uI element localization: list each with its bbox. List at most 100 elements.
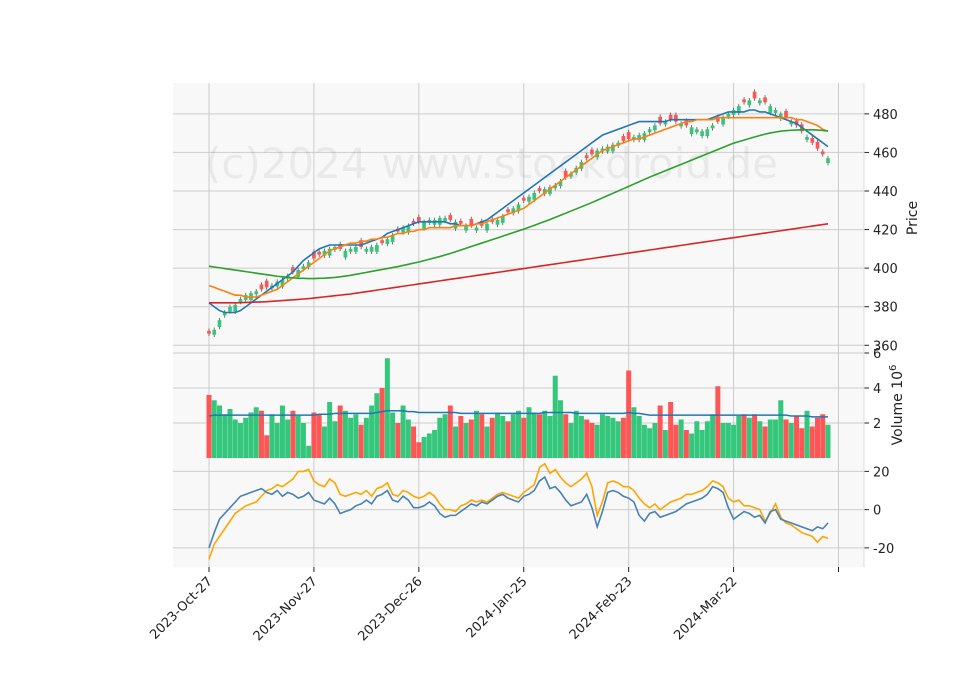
candle-body <box>411 220 416 224</box>
candle-body <box>264 280 269 288</box>
candle-body <box>474 227 479 231</box>
candle-body <box>327 248 332 256</box>
volume-bar <box>673 424 679 458</box>
volume-bar <box>253 407 259 458</box>
volume-bar <box>500 416 506 458</box>
candle-body <box>301 266 306 270</box>
volume-bar <box>353 414 359 458</box>
watermark: (c)2024 www.stockdroid.de <box>205 139 778 188</box>
price-panel-bg <box>173 83 864 353</box>
volume-bar <box>526 407 532 458</box>
candle-body <box>757 100 762 104</box>
volume-bar <box>820 414 826 458</box>
candle-body <box>742 99 746 103</box>
volume-bar <box>825 424 831 458</box>
candle-body <box>406 225 411 233</box>
volume-bar <box>584 419 590 458</box>
volume-axis-label: Volume 106 <box>888 365 906 446</box>
volume-bar <box>416 442 422 458</box>
volume-y-tick-label: 6 <box>873 347 881 362</box>
price-y-tick-label: 480 <box>873 108 898 123</box>
volume-bar <box>232 419 238 458</box>
volume-bar <box>285 419 291 458</box>
candle-body <box>254 291 259 295</box>
indicator-panel <box>208 462 829 560</box>
volume-bar <box>762 426 768 458</box>
volume-bar <box>652 423 658 458</box>
candle-body <box>747 100 752 106</box>
price-y-tick-label: 400 <box>873 262 898 277</box>
volume-bar <box>731 424 737 458</box>
volume-bar <box>668 402 674 458</box>
volume-bar <box>426 433 432 458</box>
candle-body <box>789 121 794 125</box>
price-y-tick-label: 360 <box>873 339 898 354</box>
candle-body <box>637 135 641 140</box>
volume-bar <box>300 423 306 458</box>
candle-body <box>348 248 353 252</box>
candle-body <box>464 225 468 231</box>
volume-bar <box>432 430 438 458</box>
volume-bar <box>327 402 333 458</box>
volume-bar <box>358 424 364 458</box>
candle-body <box>721 117 725 125</box>
volume-bar <box>815 417 821 458</box>
candle-body <box>212 329 217 335</box>
volume-bar <box>311 412 317 458</box>
candle-body <box>778 113 783 119</box>
volume-bar <box>332 421 338 458</box>
volume-bar <box>222 414 228 458</box>
candle-body <box>416 217 421 222</box>
volume-bar <box>295 416 301 458</box>
candle-body <box>584 155 589 159</box>
candle-body <box>705 129 710 137</box>
price-axis-label: Price <box>905 201 921 235</box>
candle-body <box>364 248 369 252</box>
price-y-tick-label: 380 <box>873 301 898 316</box>
volume-bar <box>757 421 763 458</box>
volume-bar <box>694 421 700 458</box>
candle-body <box>217 320 222 327</box>
volume-bar <box>489 417 495 458</box>
volume-bar <box>437 417 443 458</box>
volume-bar <box>704 421 710 458</box>
candle-body <box>663 121 668 125</box>
candle-body <box>647 129 652 133</box>
candle-body <box>390 235 395 243</box>
candle-body <box>810 137 815 143</box>
volume-bar <box>689 433 695 458</box>
candle-body <box>736 106 741 113</box>
volume-bar <box>736 416 742 458</box>
volume-bar <box>647 428 653 458</box>
candle-body <box>354 246 358 252</box>
x-tick-label: 2024-Feb-23 <box>567 574 636 643</box>
volume-bar <box>390 412 396 458</box>
volume-bar <box>463 423 469 458</box>
volume-bar <box>710 414 716 458</box>
candle-body <box>558 181 563 187</box>
volume-bar <box>799 428 805 458</box>
candle-body <box>674 114 678 122</box>
candle-body <box>532 192 537 200</box>
candle-body <box>495 219 500 225</box>
candle-body <box>611 144 615 152</box>
volume-bar <box>321 426 327 458</box>
volume-bar <box>306 445 312 458</box>
x-tick-label: 2023-Nov-27 <box>251 574 321 644</box>
candle-body <box>695 129 699 133</box>
volume-bar <box>400 405 406 458</box>
candle-body <box>443 218 447 221</box>
volume-bar <box>484 426 490 458</box>
volume-bar <box>783 419 789 458</box>
candle-body <box>815 141 820 149</box>
volume-bar <box>216 405 222 458</box>
candle-body <box>222 312 227 316</box>
volume-bar <box>594 424 600 458</box>
volume-bar <box>578 416 584 458</box>
volume-bar <box>505 421 511 458</box>
candle-body <box>820 151 825 155</box>
volume-bar <box>804 410 810 458</box>
volume-bar <box>411 426 417 458</box>
candle-body <box>773 110 778 113</box>
